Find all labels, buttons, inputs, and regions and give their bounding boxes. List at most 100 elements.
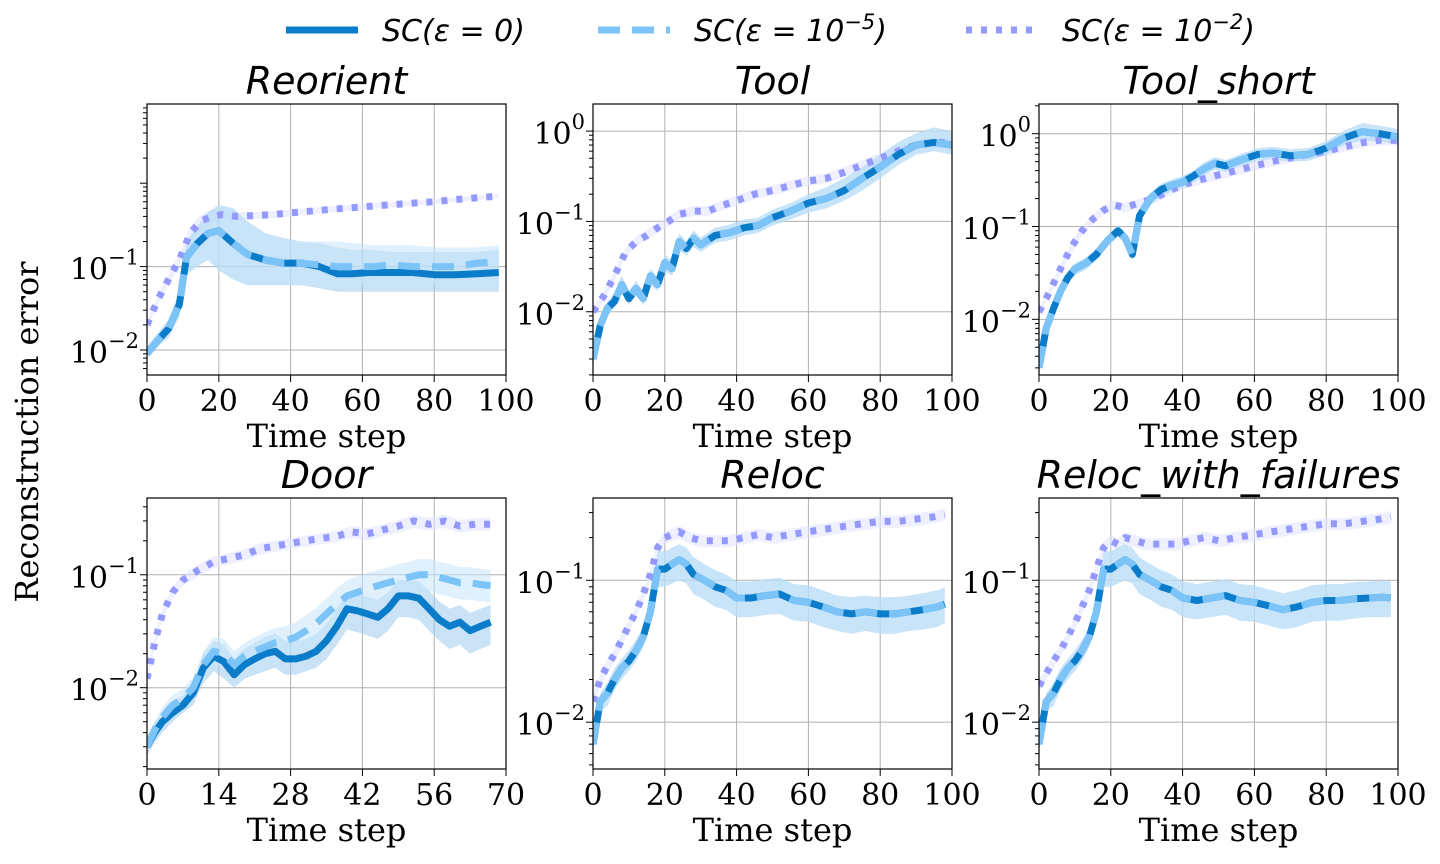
y-minor-ticks [1032,512,1039,766]
x-tick-label: 60 [343,384,381,419]
plot-area [593,127,952,367]
series-line-eps1e2 [147,192,500,327]
panel-title: Tool_short [1122,59,1316,103]
y-tick-label: 10−2 [516,701,585,743]
y-tick-label: 10−2 [962,701,1031,743]
x-tick-label: 60 [789,384,827,419]
x-tick-label: 80 [1307,778,1345,813]
y-tick-label: 10−1 [70,246,139,288]
series-line-eps0 [593,138,952,360]
band-eps1e5 [593,127,952,367]
axes-frame [1038,103,1399,376]
x-tick-label: 0 [137,384,156,419]
x-tick-label: 56 [415,778,453,813]
band-eps1e2 [593,137,952,316]
x-axis-label: Time step [693,811,853,849]
x-tick-label: 0 [1029,778,1048,813]
x-tick-label: 20 [646,778,684,813]
y-tick-label: 10−1 [962,206,1031,248]
panel-title: Reloc [720,453,825,497]
x-tick-label: 20 [200,384,238,419]
x-tick-label: 80 [1307,384,1345,419]
series-line-eps0 [1039,128,1398,369]
x-tick-label: 70 [487,778,525,813]
panels: 0 20 40 60 80 100 10−1 10−2 Time step Reorient 0 20… [70,59,1427,849]
series-line-eps1e2 [593,511,946,703]
panel-tool: 0 20 40 60 80 100 100 10−1 10−2 Time step Tool [516,59,981,455]
x-tick-label: 0 [137,778,156,813]
series-line-eps1e5 [1039,128,1398,369]
band-eps0 [147,580,491,756]
panel-title: Reorient [246,59,410,103]
legend-item-eps1e2: SC(ε = 10−2) [966,10,1255,49]
band-eps1e5 [147,204,499,359]
x-tick-label: 0 [583,778,602,813]
band-eps0 [593,544,945,752]
y-tick-label: 100 [979,113,1031,155]
x-tick-label: 100 [923,778,980,813]
x-axis-label: Time step [1139,811,1299,849]
band-eps1e2 [147,514,491,683]
x-tick-label: 40 [718,384,756,419]
x-tick-label: 20 [1092,778,1130,813]
x-tick-label: 0 [1029,384,1048,419]
y-minor-ticks [1032,105,1039,369]
y-tick-label: 10−2 [70,329,139,371]
x-tick-label: 28 [272,778,310,813]
x-tick-label: 60 [1235,384,1273,419]
x-tick-label: 60 [1235,778,1273,813]
x-tick-label: 80 [415,384,453,419]
legend-item-eps1e5: SC(ε = 10−5) [598,10,887,49]
series-line-eps1e5 [593,556,947,745]
axes-frame [146,103,507,376]
y-tick-label: 10−1 [516,200,585,242]
x-axis-label: Time step [247,811,407,849]
axes-frame [592,497,953,770]
x-tick-label: 80 [861,384,899,419]
x-tick-label: 80 [861,778,899,813]
series-line-eps1e5 [593,138,952,360]
y-tick-label: 10−2 [516,291,585,333]
x-tick-label: 100 [1369,384,1426,419]
band-eps1e5 [1039,544,1391,752]
x-axis-label: Time step [693,417,853,455]
y-minor-ticks [586,130,593,376]
x-tick-label: 42 [343,778,381,813]
x-tick-label: 0 [583,384,602,419]
x-tick-label: 40 [1164,778,1202,813]
y-axis-label: Reconstruction error [8,261,46,603]
plot-area [1039,511,1392,752]
plot-area [593,508,947,752]
y-tick-label: 100 [533,110,585,152]
legend-label: SC(ε = 0) [382,14,525,49]
x-tick-label: 100 [923,384,980,419]
x-axis-label: Time step [247,417,407,455]
panel-title: Reloc_with_failures [1037,453,1401,497]
panel-tool-short: 0 20 40 60 80 100 100 10−1 10−2 Time step Tool_sho… [962,59,1427,455]
panel-title: Tool [735,59,811,103]
panel-title: Door [281,453,375,497]
y-minor-ticks [140,506,147,768]
y-tick-label: 10−1 [70,554,139,596]
y-minor-ticks [586,512,593,766]
x-tick-label: 40 [718,778,756,813]
panel-reorient: 0 20 40 60 80 100 10−1 10−2 Time step Reorient [70,59,535,455]
legend-item-eps0: SC(ε = 0) [286,14,525,49]
y-tick-label: 10−2 [962,298,1031,340]
y-tick-label: 10−1 [516,559,585,601]
x-tick-label: 40 [1164,384,1202,419]
plot-area [1039,123,1398,374]
series-line-eps1e2 [1039,136,1398,314]
legend-label: SC(ε = 10−2) [1062,10,1255,49]
series-line-eps1e2 [147,517,491,680]
series-line-eps1e5 [1039,556,1392,745]
axes-frame [592,103,953,376]
legend-label: SC(ε = 10−5) [694,10,887,49]
x-tick-label: 100 [1369,778,1426,813]
legend: SC(ε = 0) SC(ε = 10−5) SC(ε = 10−2) [286,10,1255,49]
y-minor-ticks [140,107,147,369]
panel-door: 0 14 28 42 56 70 10−1 10−2 Time step Door [70,453,525,849]
series-line-eps1e5 [147,227,500,357]
axes-frame [1038,497,1399,770]
